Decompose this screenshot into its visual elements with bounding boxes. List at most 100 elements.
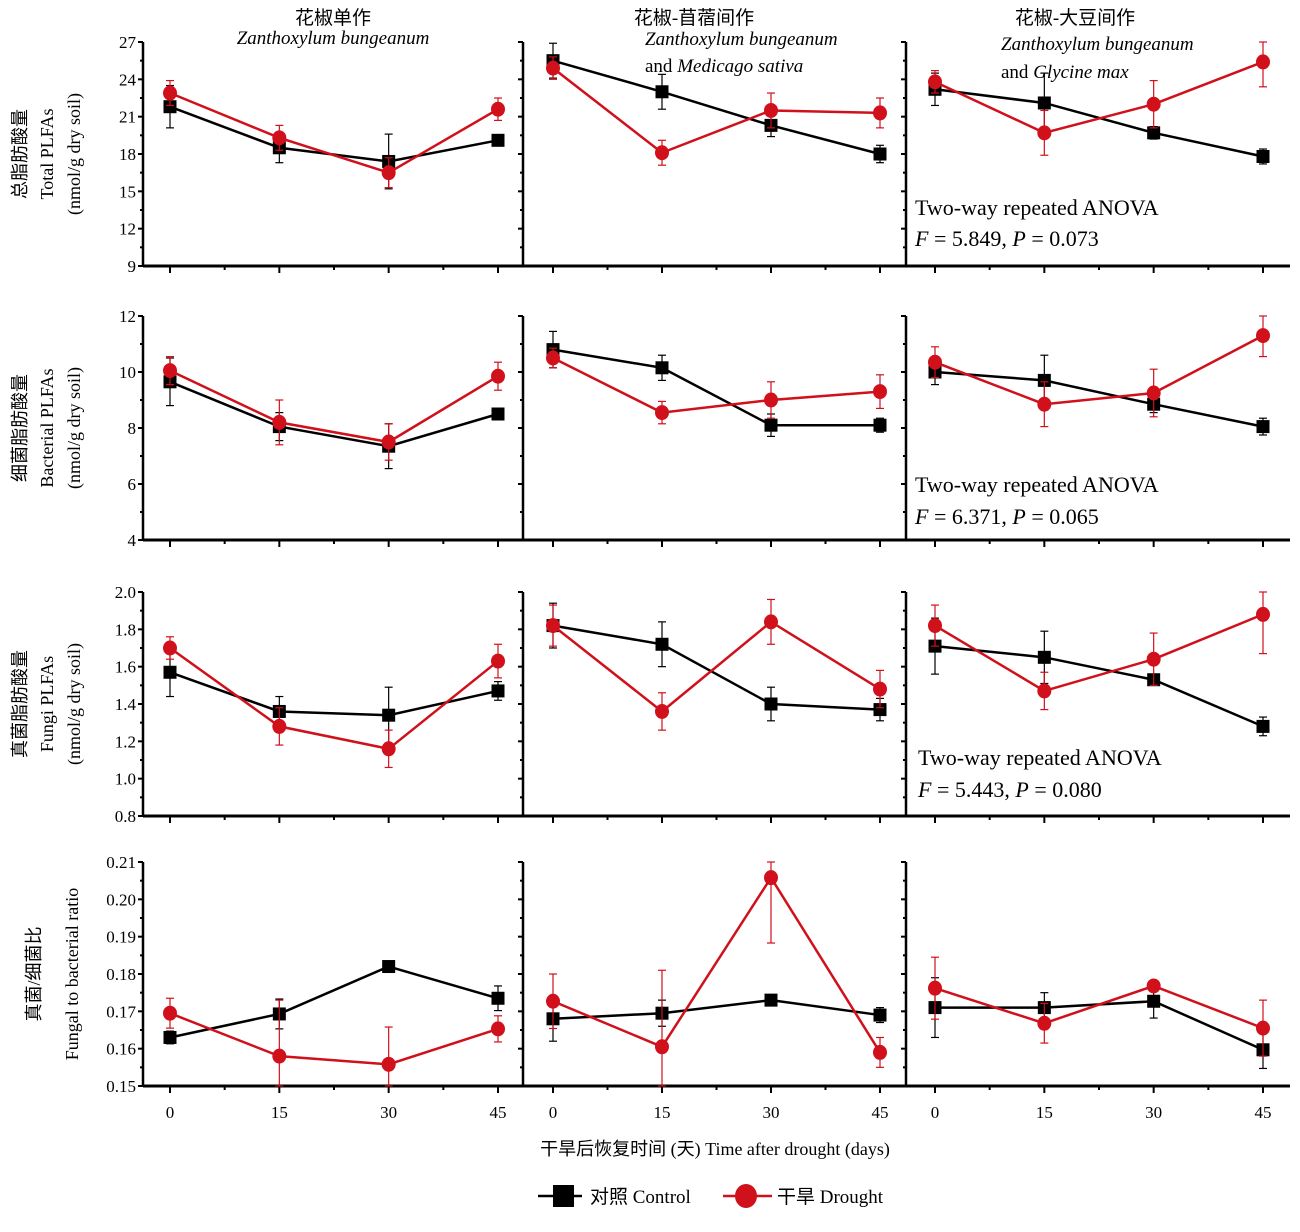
anova-stats: F = 5.849, P = 0.073 [914, 226, 1099, 251]
data-point-circle [928, 354, 942, 370]
data-point-square [163, 1030, 177, 1044]
series-control [928, 617, 1270, 737]
data-point-circle [546, 350, 560, 366]
series-line-control [934, 88, 1264, 158]
data-point-circle [873, 105, 887, 121]
y-tick-label: 6 [128, 475, 137, 494]
data-point-circle [1256, 606, 1270, 622]
data-point-square [1037, 96, 1051, 110]
x-tick-label: 0 [166, 1103, 175, 1122]
anova-p-symbol: P [1011, 226, 1025, 251]
series-line-control [552, 348, 880, 427]
y-tick-label: 10 [119, 363, 136, 382]
data-point-circle [272, 414, 287, 430]
x-tick-label: 30 [1145, 1103, 1162, 1122]
data-point-circle [272, 1048, 287, 1064]
data-point-square [873, 703, 887, 717]
error-bar [1259, 591, 1267, 655]
series-control [163, 960, 505, 1045]
data-point-circle [491, 101, 505, 117]
chart-row-1: 细菌脂肪酸量 Bacterial PLFAs (nmol/g dry soil) 4 6… [10, 307, 1290, 550]
series-line-control [552, 998, 881, 1021]
data-point-circle [764, 102, 778, 118]
data-point-circle [655, 145, 669, 161]
data-point-square [764, 697, 778, 711]
series-line-drought [552, 356, 881, 414]
data-point-circle [163, 640, 177, 656]
y-tick-label: 0.19 [106, 928, 136, 947]
y-tick-label: 0.17 [106, 1002, 136, 1021]
y-axis-label-line-1: Bacterial PLFAs [37, 368, 57, 487]
y-axis-label-line-1: Total PLFAs [37, 109, 57, 200]
y-axis-label: 细菌脂肪酸量 Bacterial PLFAs (nmol/g dry soil) [10, 367, 85, 489]
data-point-circle [381, 165, 396, 181]
y-tick-label: 1.0 [115, 770, 136, 789]
series-drought [928, 591, 1270, 711]
column-2-title-partner: Glycine max [1033, 62, 1129, 83]
data-point-circle [381, 741, 396, 757]
series-control [546, 330, 887, 437]
panel-2-1 [518, 591, 887, 823]
data-point-square [163, 100, 177, 114]
column-0-title-species: Zanthoxylum bungeanum [237, 28, 430, 49]
y-axis-label-line-0: 真菌/细菌比 [24, 926, 44, 1021]
anova-p-symbol: P [1014, 777, 1028, 802]
data-point-circle [655, 703, 669, 719]
anova-p-value: = 0.073 [1026, 226, 1099, 251]
y-tick-label: 18 [119, 145, 136, 164]
data-point-circle [1037, 125, 1052, 141]
series-line-control [169, 965, 499, 1039]
legend-item-drought: 干旱 Drought [723, 1184, 884, 1208]
data-point-circle [546, 993, 560, 1009]
chart-row-2: 真菌脂肪酸量 Fungi PLFAs (nmol/g dry soil) 0.8 1.0… [10, 583, 1290, 826]
series-drought [163, 79, 505, 189]
series-drought [546, 861, 887, 1087]
y-tick-label: 1.8 [115, 620, 136, 639]
anova-f-value: = 6.371, [928, 504, 1012, 529]
data-point-square [873, 418, 887, 432]
series-control [928, 354, 1270, 436]
panel-3-2: 0 15 30 45 [901, 861, 1272, 1122]
data-point-circle [1037, 396, 1052, 412]
data-point-circle [1037, 1015, 1052, 1031]
anova-f-value: = 5.849, [928, 226, 1012, 251]
series-line-control [552, 624, 881, 711]
data-point-circle [546, 618, 560, 634]
data-point-circle [163, 85, 177, 101]
series-drought [546, 347, 887, 425]
series-drought [928, 315, 1270, 428]
data-point-square [764, 993, 778, 1007]
data-point-square [655, 637, 669, 651]
x-tick-label: 45 [1255, 1103, 1272, 1122]
legend: 对照 Control 干旱 Drought [538, 1184, 884, 1208]
x-tick-label: 0 [931, 1103, 940, 1122]
series-drought [163, 997, 505, 1087]
series-line-drought [552, 620, 881, 714]
data-point-circle [1146, 385, 1161, 401]
anova-title: Two-way repeated ANOVA [915, 472, 1159, 497]
data-point-circle [928, 980, 942, 996]
chart-row-0: 总脂肪酸量 Total PLFAs (nmol/g dry soil) 9 12 15 18… [10, 33, 1290, 276]
legend-control-label: 对照 Control [590, 1186, 691, 1208]
data-point-circle [381, 1056, 396, 1072]
legend-item-control: 对照 Control [538, 1185, 691, 1208]
legend-drought-circle-marker [735, 1184, 757, 1208]
data-point-circle [928, 74, 942, 90]
column-1-title-species: Zanthoxylum bungeanum [645, 29, 838, 50]
series-line-control [934, 370, 1264, 428]
panel-3-0: 0 15 30 45 [138, 861, 507, 1122]
y-axis-label-line-1: Fungi PLFAs [37, 656, 57, 752]
data-point-circle [928, 618, 942, 634]
anova-p-value: = 0.065 [1026, 504, 1099, 529]
anova-p-symbol: P [1011, 504, 1025, 529]
data-point-square [1256, 420, 1270, 434]
column-2-title-species-2: and Glycine max [1001, 62, 1129, 83]
legend-drought-label: 干旱 Drought [777, 1187, 884, 1208]
y-tick-label: 0.20 [106, 890, 136, 909]
series-drought [163, 636, 505, 769]
data-point-circle [163, 363, 177, 379]
panel-2-2 [901, 591, 1270, 823]
data-point-circle [272, 718, 287, 734]
y-tick-label: 0.21 [106, 853, 136, 872]
